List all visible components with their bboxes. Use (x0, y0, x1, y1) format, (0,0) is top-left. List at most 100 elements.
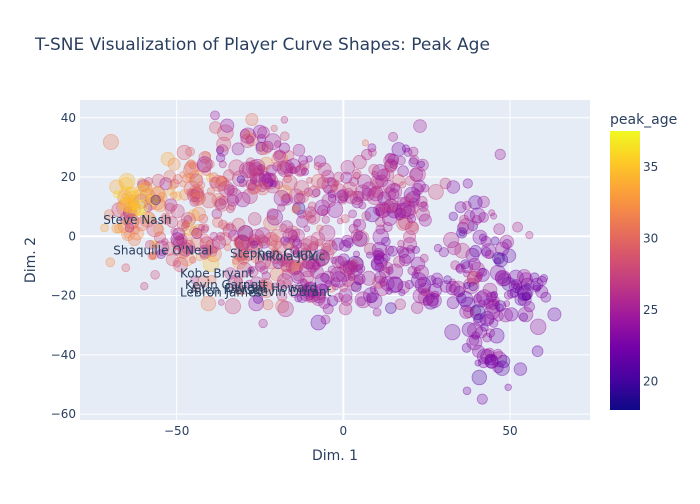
scatter-point (347, 273, 356, 281)
scatter-point (189, 226, 200, 237)
scatter-point (362, 287, 379, 304)
scatter-point (344, 190, 358, 204)
scatter-point (407, 265, 418, 276)
scatter-point (279, 159, 294, 174)
scatter-point (238, 161, 256, 179)
scatter-point (179, 171, 187, 179)
scatter-point (384, 152, 396, 164)
scatter-point (188, 161, 197, 170)
colorbar-tick-label: 35 (643, 160, 658, 174)
scatter-point (305, 210, 321, 225)
scatter-point (280, 193, 294, 206)
scatter-point (125, 201, 142, 218)
scatter-point (186, 159, 196, 168)
scatter-point (311, 291, 326, 306)
scatter-point (480, 235, 492, 247)
scatter-point (448, 284, 457, 293)
scatter-point (363, 242, 377, 256)
scatter-point (175, 233, 188, 246)
scatter-point (248, 158, 266, 176)
scatter-point (319, 245, 335, 260)
scatter-point (397, 239, 405, 248)
scatter-point (109, 179, 124, 195)
scatter-point (271, 150, 289, 168)
scatter-point (153, 223, 165, 236)
scatter-point (217, 176, 228, 187)
scatter-point (279, 256, 296, 273)
scatter-point (372, 275, 386, 289)
scatter-point (302, 257, 315, 270)
scatter-point (127, 194, 140, 207)
scatter-point (316, 291, 325, 301)
chart-title: T-SNE Visualization of Player Curve Shap… (34, 35, 490, 55)
scatter-point (234, 235, 251, 252)
scatter-point (339, 260, 355, 276)
scatter-point (262, 299, 274, 311)
scatter-point (480, 243, 497, 259)
scatter-point (375, 207, 385, 216)
scatter-point (438, 247, 449, 258)
scatter-point (111, 222, 123, 234)
scatter-point (352, 250, 360, 258)
scatter-point (420, 201, 428, 209)
scatter-point (283, 168, 294, 178)
scatter-point (415, 195, 428, 208)
scatter-point (453, 285, 465, 298)
scatter-point (213, 195, 230, 212)
player-annotations: Steve Nash Shaquille O'Neal Stephen CurryN… (103, 213, 331, 300)
player-annotation-label: LeBron James (180, 286, 262, 300)
scatter-point (226, 188, 243, 204)
scatter-point (508, 269, 524, 286)
scatter-point (223, 243, 232, 252)
scatter-point (121, 226, 136, 241)
scatter-point (330, 277, 341, 287)
scatter-point (191, 206, 207, 222)
scatter-point (314, 272, 332, 290)
scatter-point (518, 272, 533, 287)
scatter-point (354, 291, 372, 309)
scatter-point (138, 181, 153, 196)
scatter-point (504, 383, 512, 391)
scatter-point (478, 267, 488, 277)
scatter-point (149, 194, 166, 211)
scatter-point (482, 332, 493, 343)
scatter-point (259, 166, 269, 176)
scatter-point (153, 199, 167, 213)
scatter-point (381, 236, 391, 247)
scatter-point (342, 259, 359, 275)
scatter-point (352, 171, 361, 180)
scatter-point (280, 116, 289, 124)
scatter-point (143, 203, 153, 213)
scatter-point (361, 187, 375, 201)
scatter-point (313, 293, 321, 301)
scatter-point (395, 202, 412, 219)
scatter-point (208, 172, 220, 183)
scatter-point (509, 288, 520, 298)
scatter-point (311, 261, 321, 271)
scatter-point (238, 287, 247, 296)
scatter-point (114, 223, 124, 234)
scatter-point (333, 171, 345, 183)
scatter-point (488, 300, 499, 311)
scatter-point (148, 251, 157, 260)
scatter-point (280, 253, 294, 267)
scatter-point (124, 214, 140, 229)
scatter-point (278, 142, 291, 154)
scatter-point (192, 223, 205, 236)
scatter-point (249, 276, 265, 291)
scatter-point (256, 134, 267, 144)
scatter-point (449, 280, 466, 297)
scatter-point (288, 188, 304, 204)
scatter-point (239, 128, 251, 140)
scatter-point (149, 186, 166, 203)
scatter-point (387, 245, 399, 257)
scatter-point (319, 251, 328, 260)
scatter-point (469, 244, 482, 258)
scatter-point (443, 231, 460, 249)
scatter-point (399, 196, 412, 208)
scatter-point (303, 281, 318, 296)
scatter-point (245, 179, 257, 191)
scatter-point (439, 177, 452, 190)
scatter-point (177, 247, 190, 259)
scatter-point (372, 249, 384, 261)
